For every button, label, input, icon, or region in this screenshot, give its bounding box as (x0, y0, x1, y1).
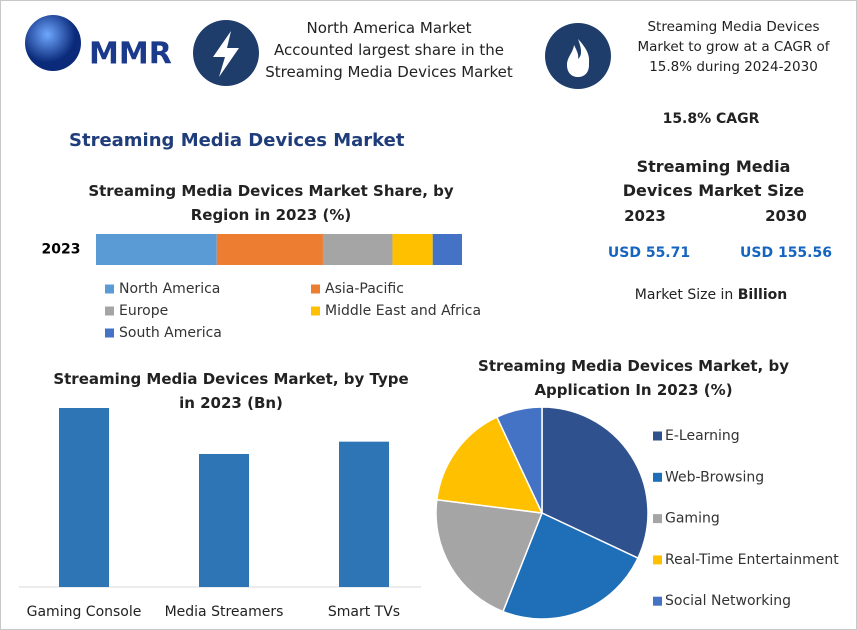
page-title: Streaming Media Devices Market (69, 130, 405, 151)
bolt (213, 31, 239, 77)
unit-bold: Billion (737, 287, 788, 303)
size-value: USD 155.56 (740, 245, 832, 261)
legend-label: E-Learning (665, 428, 740, 444)
pie-slice (435, 416, 544, 514)
line: Streaming Media Devices Market (265, 63, 513, 81)
year: 2023 (624, 207, 666, 225)
note-1: North America Market Accounted largest s… (259, 17, 519, 83)
legend-label: Europe (119, 303, 168, 319)
legend-label: North America (119, 281, 220, 297)
bar (59, 408, 109, 587)
legend-label: Asia-Pacific (325, 281, 404, 297)
legend-label: Web-Browsing (665, 469, 764, 485)
line: North America Market (306, 19, 472, 37)
pie-slice (541, 406, 649, 560)
pie-slice (495, 406, 543, 514)
chart-title: Streaming Media Devices Market, by Type … (53, 370, 409, 412)
x-tick-label: Media Streamers (165, 604, 284, 620)
legend-swatch (105, 306, 114, 316)
bar-segment (96, 234, 217, 265)
note-2: Streaming Media Devices Market to grow a… (616, 17, 851, 77)
unit-text: Market Size in (634, 287, 734, 303)
unit-note: Market Size in Billion (611, 287, 811, 303)
legend-swatch (653, 514, 662, 524)
legend-label: South America (119, 325, 222, 341)
legend-label: Middle East and Africa (325, 303, 481, 319)
bar-segment (322, 234, 393, 265)
x-tick-label: Gaming Console (27, 604, 142, 620)
legend-label: Gaming (665, 511, 720, 527)
year: 2030 (765, 207, 807, 225)
logo-globe (25, 15, 81, 71)
category-label: 2023 (42, 242, 81, 258)
bar (339, 441, 389, 587)
pie-slice (435, 498, 544, 613)
bar-segment (432, 234, 462, 265)
line: Accounted largest share in the (274, 41, 504, 59)
line: 15.8% during 2024-2030 (649, 59, 818, 75)
logo-text: MMR (89, 37, 172, 72)
legend-label: Social Networking (665, 593, 791, 609)
legend-swatch (311, 306, 320, 316)
legend-label: Real-Time Entertainment (665, 552, 839, 568)
cagr: 15.8% CAGR (662, 111, 760, 127)
bar (199, 453, 249, 587)
chart-title: Streaming Media Devices Market Share, by… (88, 182, 454, 224)
legend-swatch (311, 284, 320, 294)
legend-swatch (653, 431, 662, 441)
legend-swatch (653, 555, 662, 565)
x-tick-label: Smart TVs (328, 604, 400, 620)
legend-swatch (653, 472, 662, 482)
flame (567, 39, 590, 77)
size-value: USD 55.71 (607, 245, 691, 261)
legend-swatch (105, 328, 114, 338)
legend-swatch (105, 284, 114, 294)
bar-segment (216, 234, 323, 265)
size-title: Streaming Media Devices Market Size (622, 157, 805, 200)
pie-slice (502, 511, 639, 620)
bar-segment (392, 234, 433, 265)
line: Market to grow at a CAGR of (637, 39, 830, 55)
legend-swatch (653, 596, 662, 606)
line: Streaming Media Devices (647, 19, 820, 35)
chart-title: Streaming Media Devices Market, by Appli… (478, 357, 789, 399)
